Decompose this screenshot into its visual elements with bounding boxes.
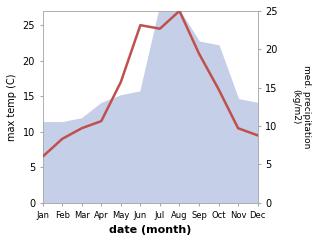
Y-axis label: max temp (C): max temp (C): [7, 73, 17, 141]
X-axis label: date (month): date (month): [109, 225, 191, 235]
Y-axis label: med. precipitation
(kg/m2): med. precipitation (kg/m2): [292, 65, 311, 149]
